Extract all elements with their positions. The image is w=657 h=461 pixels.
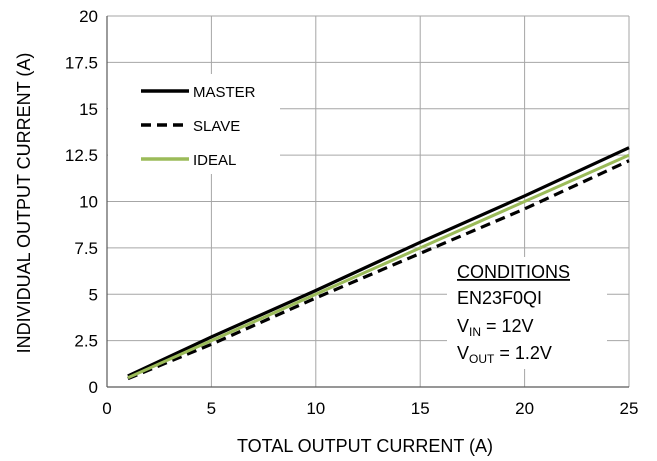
x-axis-label: TOTAL OUTPUT CURRENT (A) (237, 436, 493, 456)
legend-label-ideal: IDEAL (193, 152, 236, 169)
conditions-heading: CONDITIONS (457, 262, 570, 282)
conditions-background (447, 257, 607, 369)
vin-main: V (457, 316, 469, 336)
conditions-vout: VOUT = 1.2V (457, 343, 552, 366)
x-tick-label: 15 (411, 399, 430, 418)
x-tick-label: 5 (207, 399, 216, 418)
conditions-part: EN23F0QI (457, 288, 542, 308)
series-line-ideal (127, 153, 630, 380)
y-tick-label: 7.5 (74, 239, 98, 258)
y-tick-label: 20 (79, 7, 98, 26)
legend-background (108, 74, 280, 174)
series-line-slave (127, 159, 630, 381)
x-tick-label: 20 (515, 399, 534, 418)
series-lines (127, 146, 630, 381)
vout-value: = 1.2V (494, 343, 552, 363)
x-tick-label: 25 (620, 399, 639, 418)
legend-label-master: MASTER (193, 84, 256, 101)
vout-sub: OUT (469, 352, 495, 366)
y-axis-label: INDIVIDUAL OUTPUT CURRENT (A) (14, 53, 34, 354)
y-tick-label: 15 (79, 100, 98, 119)
conditions-vin: VIN = 12V (457, 316, 534, 339)
y-tick-label: 5 (89, 285, 98, 304)
vin-value: = 12V (481, 316, 534, 336)
y-tick-label: 12.5 (65, 146, 98, 165)
x-tick-labels: 0 5 10 15 20 25 (102, 399, 638, 418)
vin-sub: IN (469, 325, 481, 339)
series-line-master (127, 146, 630, 378)
x-tick-label: 10 (306, 399, 325, 418)
y-tick-label: 2.5 (74, 332, 98, 351)
x-tick-label: 0 (102, 399, 111, 418)
vout-main: V (457, 343, 469, 363)
y-tick-label: 0 (89, 378, 98, 397)
y-tick-label: 10 (79, 193, 98, 212)
legend-label-slave: SLAVE (193, 118, 240, 135)
legend: MASTER SLAVE IDEAL (108, 74, 280, 174)
y-tick-labels: 0 2.5 5 7.5 10 12.5 15 17.5 20 (65, 7, 98, 397)
conditions-annotation: CONDITIONS EN23F0QI VIN = 12V VOUT = 1.2… (447, 257, 607, 369)
y-tick-label: 17.5 (65, 53, 98, 72)
